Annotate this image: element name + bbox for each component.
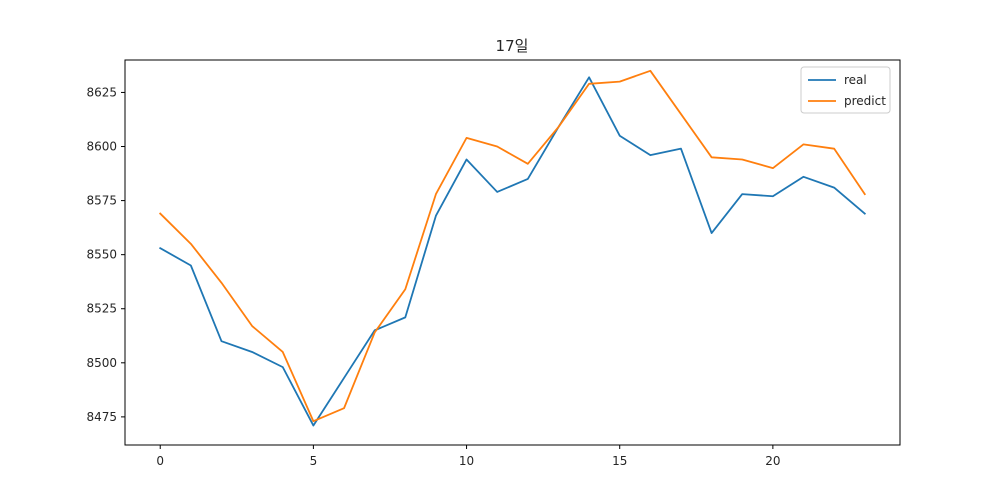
y-tick-label: 8600 — [86, 140, 117, 154]
legend-label-real: real — [844, 73, 867, 87]
series-line-predict — [158, 69, 867, 423]
y-tick-label: 8625 — [86, 85, 117, 99]
plot-area-frame — [124, 59, 901, 446]
y-tick-label: 8575 — [86, 194, 117, 208]
series-line-real — [159, 76, 867, 427]
legend-label-predict: predict — [844, 94, 886, 108]
y-tick-label: 8475 — [86, 410, 117, 424]
x-tick-label: 5 — [310, 454, 318, 468]
x-tick-label: 0 — [156, 454, 164, 468]
x-tick-label: 20 — [765, 454, 780, 468]
series-layer — [158, 69, 867, 427]
legend: real predict — [800, 66, 891, 114]
y-axis: 8475 8500 8525 8550 8575 8600 8625 — [86, 85, 125, 424]
chart-title: 17일 — [496, 37, 529, 55]
x-axis: 0 5 10 15 20 — [156, 445, 781, 468]
y-tick-label: 8550 — [86, 248, 117, 262]
x-tick-label: 10 — [459, 454, 474, 468]
y-tick-label: 8500 — [86, 356, 117, 370]
x-tick-label: 15 — [612, 454, 627, 468]
y-tick-label: 8525 — [86, 302, 117, 316]
